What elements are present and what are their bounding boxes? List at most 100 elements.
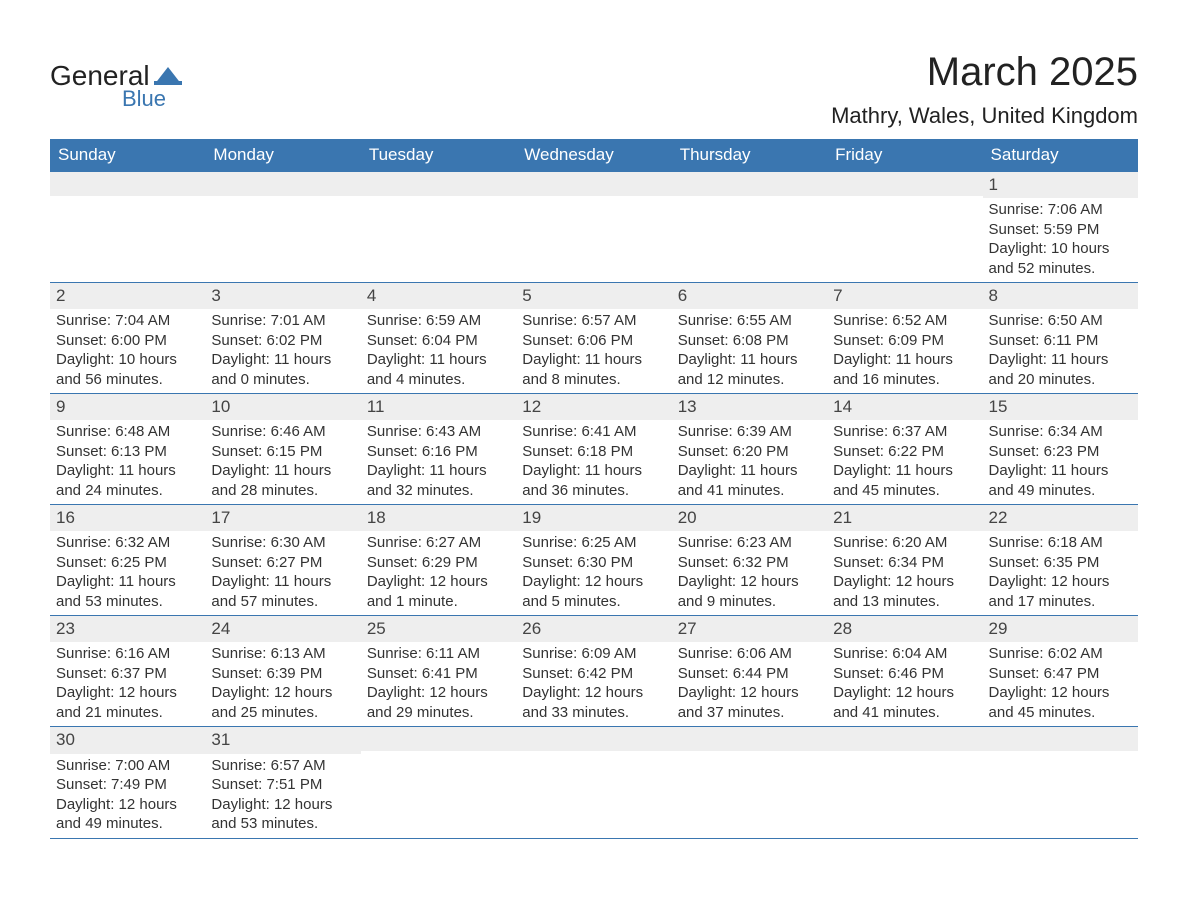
- day-body: [205, 196, 360, 198]
- day-body: Sunrise: 6:46 AMSunset: 6:15 PMDaylight:…: [205, 420, 360, 500]
- daylight-text: Daylight: 12 hours and 37 minutes.: [678, 683, 821, 722]
- day-body: [827, 751, 982, 753]
- day-number: 25: [361, 616, 516, 642]
- daylight-text: Daylight: 11 hours and 16 minutes.: [833, 350, 976, 389]
- daylight-text: Daylight: 12 hours and 21 minutes.: [56, 683, 199, 722]
- daylight-text: Daylight: 11 hours and 57 minutes.: [211, 572, 354, 611]
- day-body: [827, 196, 982, 198]
- daylight-text: Daylight: 11 hours and 24 minutes.: [56, 461, 199, 500]
- sunrise-text: Sunrise: 6:23 AM: [678, 533, 821, 553]
- week-row: 30Sunrise: 7:00 AMSunset: 7:49 PMDayligh…: [50, 726, 1138, 838]
- day-number: 5: [516, 283, 671, 309]
- day-number: 16: [50, 505, 205, 531]
- sunrise-text: Sunrise: 7:06 AM: [989, 200, 1132, 220]
- sunset-text: Sunset: 6:20 PM: [678, 442, 821, 462]
- day-number: 27: [672, 616, 827, 642]
- day-body: Sunrise: 6:32 AMSunset: 6:25 PMDaylight:…: [50, 531, 205, 611]
- sunset-text: Sunset: 6:39 PM: [211, 664, 354, 684]
- day-body: Sunrise: 6:25 AMSunset: 6:30 PMDaylight:…: [516, 531, 671, 611]
- day-number: [361, 727, 516, 751]
- day-cell: 12Sunrise: 6:41 AMSunset: 6:18 PMDayligh…: [516, 394, 671, 504]
- day-body: Sunrise: 6:13 AMSunset: 6:39 PMDaylight:…: [205, 642, 360, 722]
- day-body: Sunrise: 6:16 AMSunset: 6:37 PMDaylight:…: [50, 642, 205, 722]
- day-cell: [50, 172, 205, 282]
- sunset-text: Sunset: 6:22 PM: [833, 442, 976, 462]
- week-row: 23Sunrise: 6:16 AMSunset: 6:37 PMDayligh…: [50, 615, 1138, 727]
- day-body: Sunrise: 6:52 AMSunset: 6:09 PMDaylight:…: [827, 309, 982, 389]
- sunset-text: Sunset: 6:18 PM: [522, 442, 665, 462]
- day-cell: [672, 727, 827, 837]
- day-cell: 30Sunrise: 7:00 AMSunset: 7:49 PMDayligh…: [50, 727, 205, 837]
- sunrise-text: Sunrise: 6:20 AM: [833, 533, 976, 553]
- daylight-text: Daylight: 10 hours and 56 minutes.: [56, 350, 199, 389]
- day-number: [827, 727, 982, 751]
- day-number: [205, 172, 360, 196]
- day-cell: 8Sunrise: 6:50 AMSunset: 6:11 PMDaylight…: [983, 283, 1138, 393]
- day-cell: 11Sunrise: 6:43 AMSunset: 6:16 PMDayligh…: [361, 394, 516, 504]
- day-body: Sunrise: 6:09 AMSunset: 6:42 PMDaylight:…: [516, 642, 671, 722]
- sunset-text: Sunset: 6:46 PM: [833, 664, 976, 684]
- sunrise-text: Sunrise: 6:06 AM: [678, 644, 821, 664]
- day-body: Sunrise: 6:57 AMSunset: 7:51 PMDaylight:…: [205, 754, 360, 834]
- day-cell: 19Sunrise: 6:25 AMSunset: 6:30 PMDayligh…: [516, 505, 671, 615]
- sunrise-text: Sunrise: 6:50 AM: [989, 311, 1132, 331]
- day-number: 22: [983, 505, 1138, 531]
- sunset-text: Sunset: 6:23 PM: [989, 442, 1132, 462]
- day-cell: 1Sunrise: 7:06 AMSunset: 5:59 PMDaylight…: [983, 172, 1138, 282]
- day-number: 4: [361, 283, 516, 309]
- daylight-text: Daylight: 12 hours and 53 minutes.: [211, 795, 354, 834]
- day-cell: 25Sunrise: 6:11 AMSunset: 6:41 PMDayligh…: [361, 616, 516, 726]
- day-body: Sunrise: 7:04 AMSunset: 6:00 PMDaylight:…: [50, 309, 205, 389]
- day-cell: [361, 727, 516, 837]
- day-body: Sunrise: 7:06 AMSunset: 5:59 PMDaylight:…: [983, 198, 1138, 278]
- day-body: Sunrise: 6:59 AMSunset: 6:04 PMDaylight:…: [361, 309, 516, 389]
- day-body: Sunrise: 6:23 AMSunset: 6:32 PMDaylight:…: [672, 531, 827, 611]
- sunset-text: Sunset: 6:27 PM: [211, 553, 354, 573]
- day-body: [983, 751, 1138, 753]
- daylight-text: Daylight: 12 hours and 13 minutes.: [833, 572, 976, 611]
- day-number: [516, 727, 671, 751]
- daylight-text: Daylight: 12 hours and 17 minutes.: [989, 572, 1132, 611]
- day-number: 15: [983, 394, 1138, 420]
- day-body: Sunrise: 6:37 AMSunset: 6:22 PMDaylight:…: [827, 420, 982, 500]
- day-cell: 5Sunrise: 6:57 AMSunset: 6:06 PMDaylight…: [516, 283, 671, 393]
- sunset-text: Sunset: 6:11 PM: [989, 331, 1132, 351]
- day-body: Sunrise: 6:34 AMSunset: 6:23 PMDaylight:…: [983, 420, 1138, 500]
- sunset-text: Sunset: 6:35 PM: [989, 553, 1132, 573]
- day-number: 10: [205, 394, 360, 420]
- daylight-text: Daylight: 11 hours and 49 minutes.: [989, 461, 1132, 500]
- sunset-text: Sunset: 6:00 PM: [56, 331, 199, 351]
- sunrise-text: Sunrise: 6:48 AM: [56, 422, 199, 442]
- day-cell: 6Sunrise: 6:55 AMSunset: 6:08 PMDaylight…: [672, 283, 827, 393]
- day-body: [516, 196, 671, 198]
- day-number: 31: [205, 727, 360, 753]
- day-cell: 15Sunrise: 6:34 AMSunset: 6:23 PMDayligh…: [983, 394, 1138, 504]
- daylight-text: Daylight: 11 hours and 45 minutes.: [833, 461, 976, 500]
- day-cell: 17Sunrise: 6:30 AMSunset: 6:27 PMDayligh…: [205, 505, 360, 615]
- sunrise-text: Sunrise: 6:43 AM: [367, 422, 510, 442]
- day-cell: 26Sunrise: 6:09 AMSunset: 6:42 PMDayligh…: [516, 616, 671, 726]
- day-number: 28: [827, 616, 982, 642]
- sunset-text: Sunset: 7:51 PM: [211, 775, 354, 795]
- day-cell: 14Sunrise: 6:37 AMSunset: 6:22 PMDayligh…: [827, 394, 982, 504]
- day-cell: 27Sunrise: 6:06 AMSunset: 6:44 PMDayligh…: [672, 616, 827, 726]
- sunset-text: Sunset: 6:15 PM: [211, 442, 354, 462]
- day-cell: [827, 172, 982, 282]
- sunrise-text: Sunrise: 6:41 AM: [522, 422, 665, 442]
- sunset-text: Sunset: 6:25 PM: [56, 553, 199, 573]
- day-number: 3: [205, 283, 360, 309]
- sunrise-text: Sunrise: 6:39 AM: [678, 422, 821, 442]
- week-row: 16Sunrise: 6:32 AMSunset: 6:25 PMDayligh…: [50, 504, 1138, 616]
- sunset-text: Sunset: 6:32 PM: [678, 553, 821, 573]
- logo-word2: Blue: [122, 86, 166, 112]
- day-cell: 20Sunrise: 6:23 AMSunset: 6:32 PMDayligh…: [672, 505, 827, 615]
- day-number: 19: [516, 505, 671, 531]
- day-cell: [205, 172, 360, 282]
- day-body: Sunrise: 6:02 AMSunset: 6:47 PMDaylight:…: [983, 642, 1138, 722]
- day-number: 9: [50, 394, 205, 420]
- sunrise-text: Sunrise: 6:55 AM: [678, 311, 821, 331]
- daylight-text: Daylight: 11 hours and 53 minutes.: [56, 572, 199, 611]
- day-number: 18: [361, 505, 516, 531]
- sunset-text: Sunset: 6:08 PM: [678, 331, 821, 351]
- day-number: 2: [50, 283, 205, 309]
